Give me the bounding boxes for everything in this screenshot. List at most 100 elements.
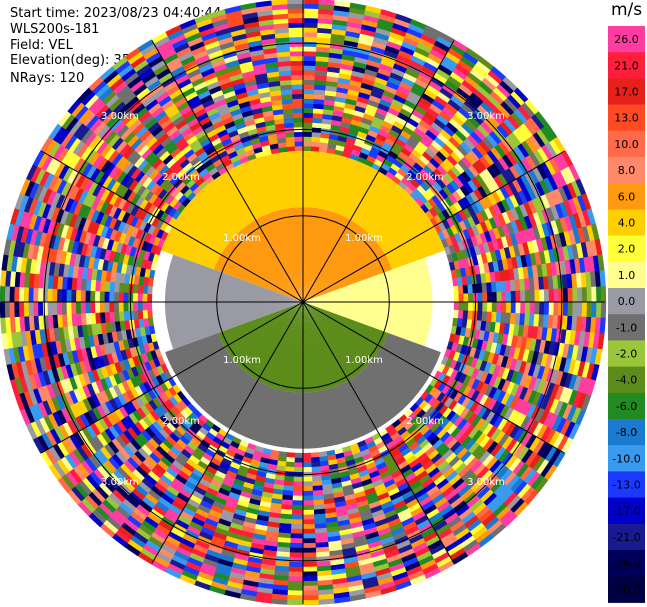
noise-gate [345, 98, 358, 106]
noise-gate [221, 478, 234, 488]
velocity-sector [234, 232, 303, 302]
noise-gate [104, 226, 114, 240]
noise-gate [508, 396, 520, 411]
noise-gate [439, 463, 452, 476]
noise-gate [191, 76, 206, 88]
noise-gate [227, 444, 238, 454]
noise-gate [154, 500, 170, 513]
noise-gate [436, 500, 451, 514]
noise-gate [164, 534, 181, 547]
noise-gate [576, 302, 583, 318]
noise-gate [57, 313, 64, 328]
noise-gate [171, 92, 186, 104]
noise-gate [563, 200, 574, 217]
noise-gate [450, 269, 458, 280]
noise-gate [225, 146, 237, 155]
noise-gate [235, 448, 246, 457]
noise-gate [150, 243, 158, 254]
noise-gate [552, 155, 566, 173]
noise-gate [189, 169, 200, 180]
noise-gate [168, 463, 181, 475]
noise-gate [520, 432, 533, 448]
noise-gate [313, 522, 327, 529]
noise-gate [404, 173, 415, 184]
noise-gate [421, 459, 435, 472]
noise-gate [348, 7, 367, 16]
velocity-sector [330, 157, 356, 213]
velocity-sector [303, 227, 366, 302]
noise-gate [575, 272, 583, 289]
colorbar-swatch [608, 288, 645, 315]
noise-gate [159, 414, 170, 426]
velocity-sector [238, 229, 303, 302]
noise-gate [280, 503, 293, 510]
noise-gate [365, 103, 379, 113]
range-labels: 1.00km1.00km1.00km1.00km2.00km2.00km2.00… [101, 111, 505, 488]
noise-gate [219, 81, 234, 91]
noise-gate [114, 449, 128, 464]
noise-gate [78, 107, 93, 124]
noise-gate [312, 117, 324, 124]
noise-gate [92, 467, 107, 483]
noise-gate [492, 502, 508, 518]
noise-gate [413, 488, 427, 500]
noise-gate [320, 474, 332, 481]
noise-gate [71, 349, 80, 364]
noise-gate [519, 313, 526, 327]
noise-gate [103, 442, 116, 457]
noise-gate [148, 192, 159, 205]
noise-gate [437, 64, 454, 77]
noise-gate [530, 474, 545, 491]
noise-gate [9, 285, 15, 302]
noise-gate [197, 150, 209, 161]
noise-gate [326, 535, 341, 543]
noise-gate [441, 449, 454, 461]
noise-gate [100, 269, 108, 282]
noise-gate [443, 512, 459, 526]
noise-gate [147, 437, 160, 450]
noise-gate [188, 138, 201, 150]
noise-gate [51, 410, 63, 427]
noise-gate [505, 291, 512, 303]
noise-gate [74, 360, 83, 376]
noise-gate [76, 500, 93, 517]
velocity-sector [269, 153, 287, 210]
noise-gate [198, 566, 216, 577]
noise-gate [407, 533, 424, 545]
noise-gate [171, 477, 185, 489]
noise-gate [497, 449, 510, 464]
range-grid [1, 0, 605, 604]
noise-gate [375, 461, 387, 471]
noise-gate [554, 385, 565, 402]
noise-gate [68, 136, 82, 153]
noise-gate [454, 462, 468, 476]
noise-gate [496, 378, 507, 392]
noise-gate [54, 161, 66, 178]
noise-gate [452, 190, 463, 203]
noise-gate [72, 431, 85, 447]
noise-gate [85, 346, 93, 360]
noise-gate [597, 254, 605, 273]
noise-gate [130, 137, 144, 151]
noise-gate [34, 167, 47, 185]
noise-gate [425, 210, 435, 221]
noise-gate [401, 468, 414, 479]
noise-gate [249, 493, 262, 502]
noise-gate [471, 146, 484, 160]
noise-gate [508, 346, 516, 360]
noise-gate [211, 170, 222, 180]
noise-gate [293, 457, 303, 463]
noise-gate [224, 120, 237, 130]
noise-gate [249, 98, 262, 106]
noise-gate [418, 119, 432, 131]
noise-gate [566, 315, 573, 332]
noise-gate [188, 471, 202, 483]
noise-gate [327, 143, 338, 150]
noise-gate [560, 168, 572, 186]
noise-gate [194, 507, 209, 519]
noise-gate [276, 132, 287, 139]
velocity-sector [303, 216, 350, 302]
noise-gate [58, 163, 71, 180]
noise-gate [90, 289, 96, 302]
noise-gate [385, 513, 400, 524]
